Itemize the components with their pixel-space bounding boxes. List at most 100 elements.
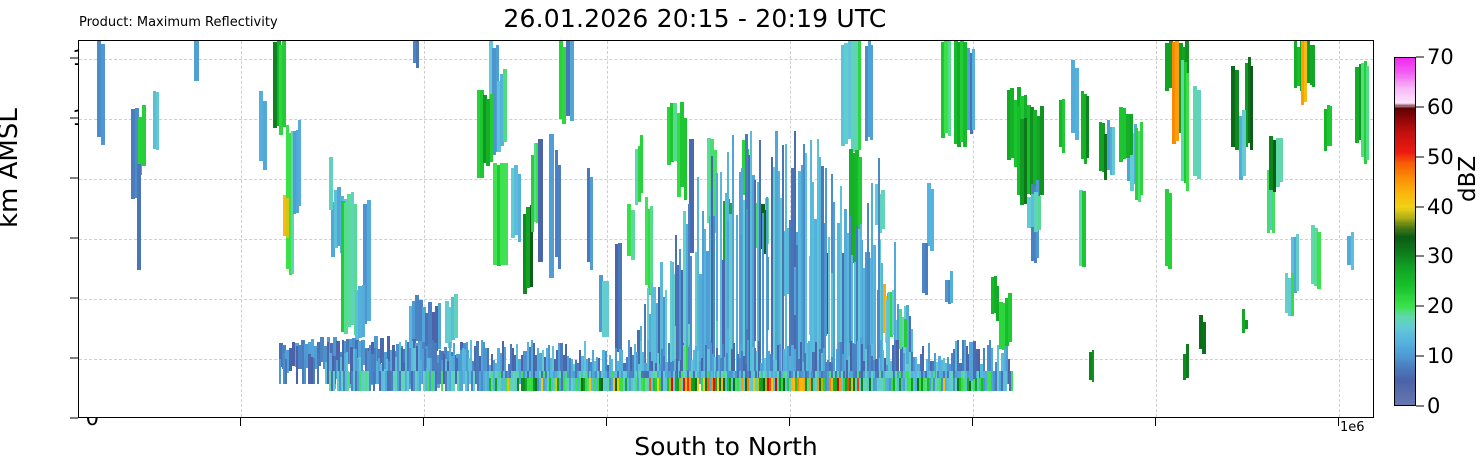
reflectivity-cell xyxy=(874,245,877,376)
reflectivity-cell xyxy=(683,117,688,201)
reflectivity-cell xyxy=(789,220,792,387)
reflectivity-cell xyxy=(1250,65,1254,150)
reflectivity-cell xyxy=(543,377,546,392)
reflectivity-cell xyxy=(749,377,752,392)
x-tick-mark xyxy=(1155,418,1156,426)
reflectivity-cell xyxy=(635,377,638,392)
reflectivity-cell xyxy=(861,377,864,392)
reflectivity-cell xyxy=(482,342,485,385)
reflectivity-cell xyxy=(561,371,564,391)
reflectivity-cell xyxy=(1297,46,1301,87)
reflectivity-cell xyxy=(881,189,885,229)
reflectivity-cell xyxy=(972,341,977,380)
reflectivity-cell xyxy=(577,377,580,392)
reflectivity-cell xyxy=(131,108,135,200)
reflectivity-cell xyxy=(602,349,605,385)
reflectivity-cell xyxy=(694,252,698,383)
reflectivity-cell xyxy=(397,371,400,391)
colorbar-tick-label: 70 xyxy=(1427,45,1454,69)
reflectivity-cell xyxy=(854,41,859,151)
colorbar-tick-label: 0 xyxy=(1427,394,1441,418)
reflectivity-cell xyxy=(1172,41,1176,144)
reflectivity-cell xyxy=(569,377,572,392)
reflectivity-cell xyxy=(1242,109,1246,176)
reflectivity-cell xyxy=(1003,349,1006,385)
reflectivity-cell xyxy=(421,349,424,385)
reflectivity-cell xyxy=(663,371,666,391)
reflectivity-cell xyxy=(518,358,521,385)
reflectivity-cell xyxy=(487,371,490,391)
reflectivity-cell xyxy=(627,204,631,257)
reflectivity-cell xyxy=(705,377,708,392)
reflectivity-cell xyxy=(775,377,778,392)
reflectivity-cell xyxy=(635,149,639,206)
reflectivity-cell xyxy=(919,377,922,392)
reflectivity-cell xyxy=(480,90,484,179)
reflectivity-cell xyxy=(743,377,746,392)
colorbar-tick-mark xyxy=(1416,405,1424,407)
reflectivity-cell xyxy=(415,371,418,391)
reflectivity-cell xyxy=(393,371,396,391)
y-tick-mark xyxy=(70,177,78,179)
reflectivity-cell xyxy=(837,342,840,385)
reflectivity-cell xyxy=(902,353,905,385)
reflectivity-cell xyxy=(997,371,1000,391)
reflectivity-cell xyxy=(307,342,312,367)
y-tick-mark xyxy=(70,57,78,59)
reflectivity-cell xyxy=(893,377,896,392)
reflectivity-cell xyxy=(957,377,960,392)
reflectivity-cell xyxy=(383,351,388,375)
reflectivity-cell xyxy=(441,371,444,391)
reflectivity-cell xyxy=(969,341,973,381)
reflectivity-cell xyxy=(865,252,868,384)
reflectivity-cell xyxy=(597,377,600,392)
reflectivity-cell xyxy=(465,371,468,391)
reflectivity-cell xyxy=(583,377,586,392)
reflectivity-cell xyxy=(1082,191,1086,267)
reflectivity-cell xyxy=(529,205,534,287)
reflectivity-cell xyxy=(515,377,518,392)
reflectivity-cell xyxy=(674,273,677,386)
reflectivity-cell xyxy=(740,167,744,381)
reflectivity-cell xyxy=(1001,352,1004,385)
reflectivity-cell xyxy=(630,209,635,261)
reflectivity-cell xyxy=(800,164,803,377)
reflectivity-cell xyxy=(745,208,748,330)
reflectivity-cell xyxy=(689,377,692,392)
reflectivity-cell xyxy=(677,113,681,197)
reflectivity-cell xyxy=(1272,140,1277,193)
reflectivity-cell xyxy=(648,352,651,385)
reflectivity-cell xyxy=(97,41,101,137)
reflectivity-cell xyxy=(558,343,561,385)
reflectivity-cell xyxy=(911,352,914,385)
reflectivity-cell xyxy=(288,348,293,372)
reflectivity-cell xyxy=(1168,41,1173,88)
reflectivity-cell xyxy=(413,371,416,391)
reflectivity-cell xyxy=(373,347,376,385)
reflectivity-cell xyxy=(390,350,393,385)
reflectivity-cell xyxy=(1122,108,1127,160)
reflectivity-cell xyxy=(705,345,708,385)
reflectivity-cell xyxy=(500,163,504,265)
reflectivity-cell xyxy=(809,377,812,392)
reflectivity-cell xyxy=(1020,119,1024,205)
reflectivity-cell xyxy=(689,138,694,254)
reflectivity-cell xyxy=(1183,353,1187,380)
reflectivity-cell xyxy=(869,257,872,375)
reflectivity-cell xyxy=(807,377,810,392)
reflectivity-cell xyxy=(461,371,464,391)
reflectivity-cell xyxy=(855,226,859,376)
reflectivity-cell xyxy=(411,340,414,385)
reflectivity-cell xyxy=(1279,137,1284,183)
reflectivity-cell xyxy=(804,353,807,385)
reflectivity-cell xyxy=(941,42,945,138)
reflectivity-cell xyxy=(381,356,385,385)
reflectivity-cell xyxy=(477,89,481,178)
reflectivity-cell xyxy=(1291,272,1295,317)
reflectivity-cell xyxy=(1030,193,1035,227)
reflectivity-cell xyxy=(859,377,862,392)
reflectivity-cell xyxy=(785,377,788,392)
reflectivity-cell xyxy=(839,377,842,392)
reflectivity-cell xyxy=(438,349,441,385)
